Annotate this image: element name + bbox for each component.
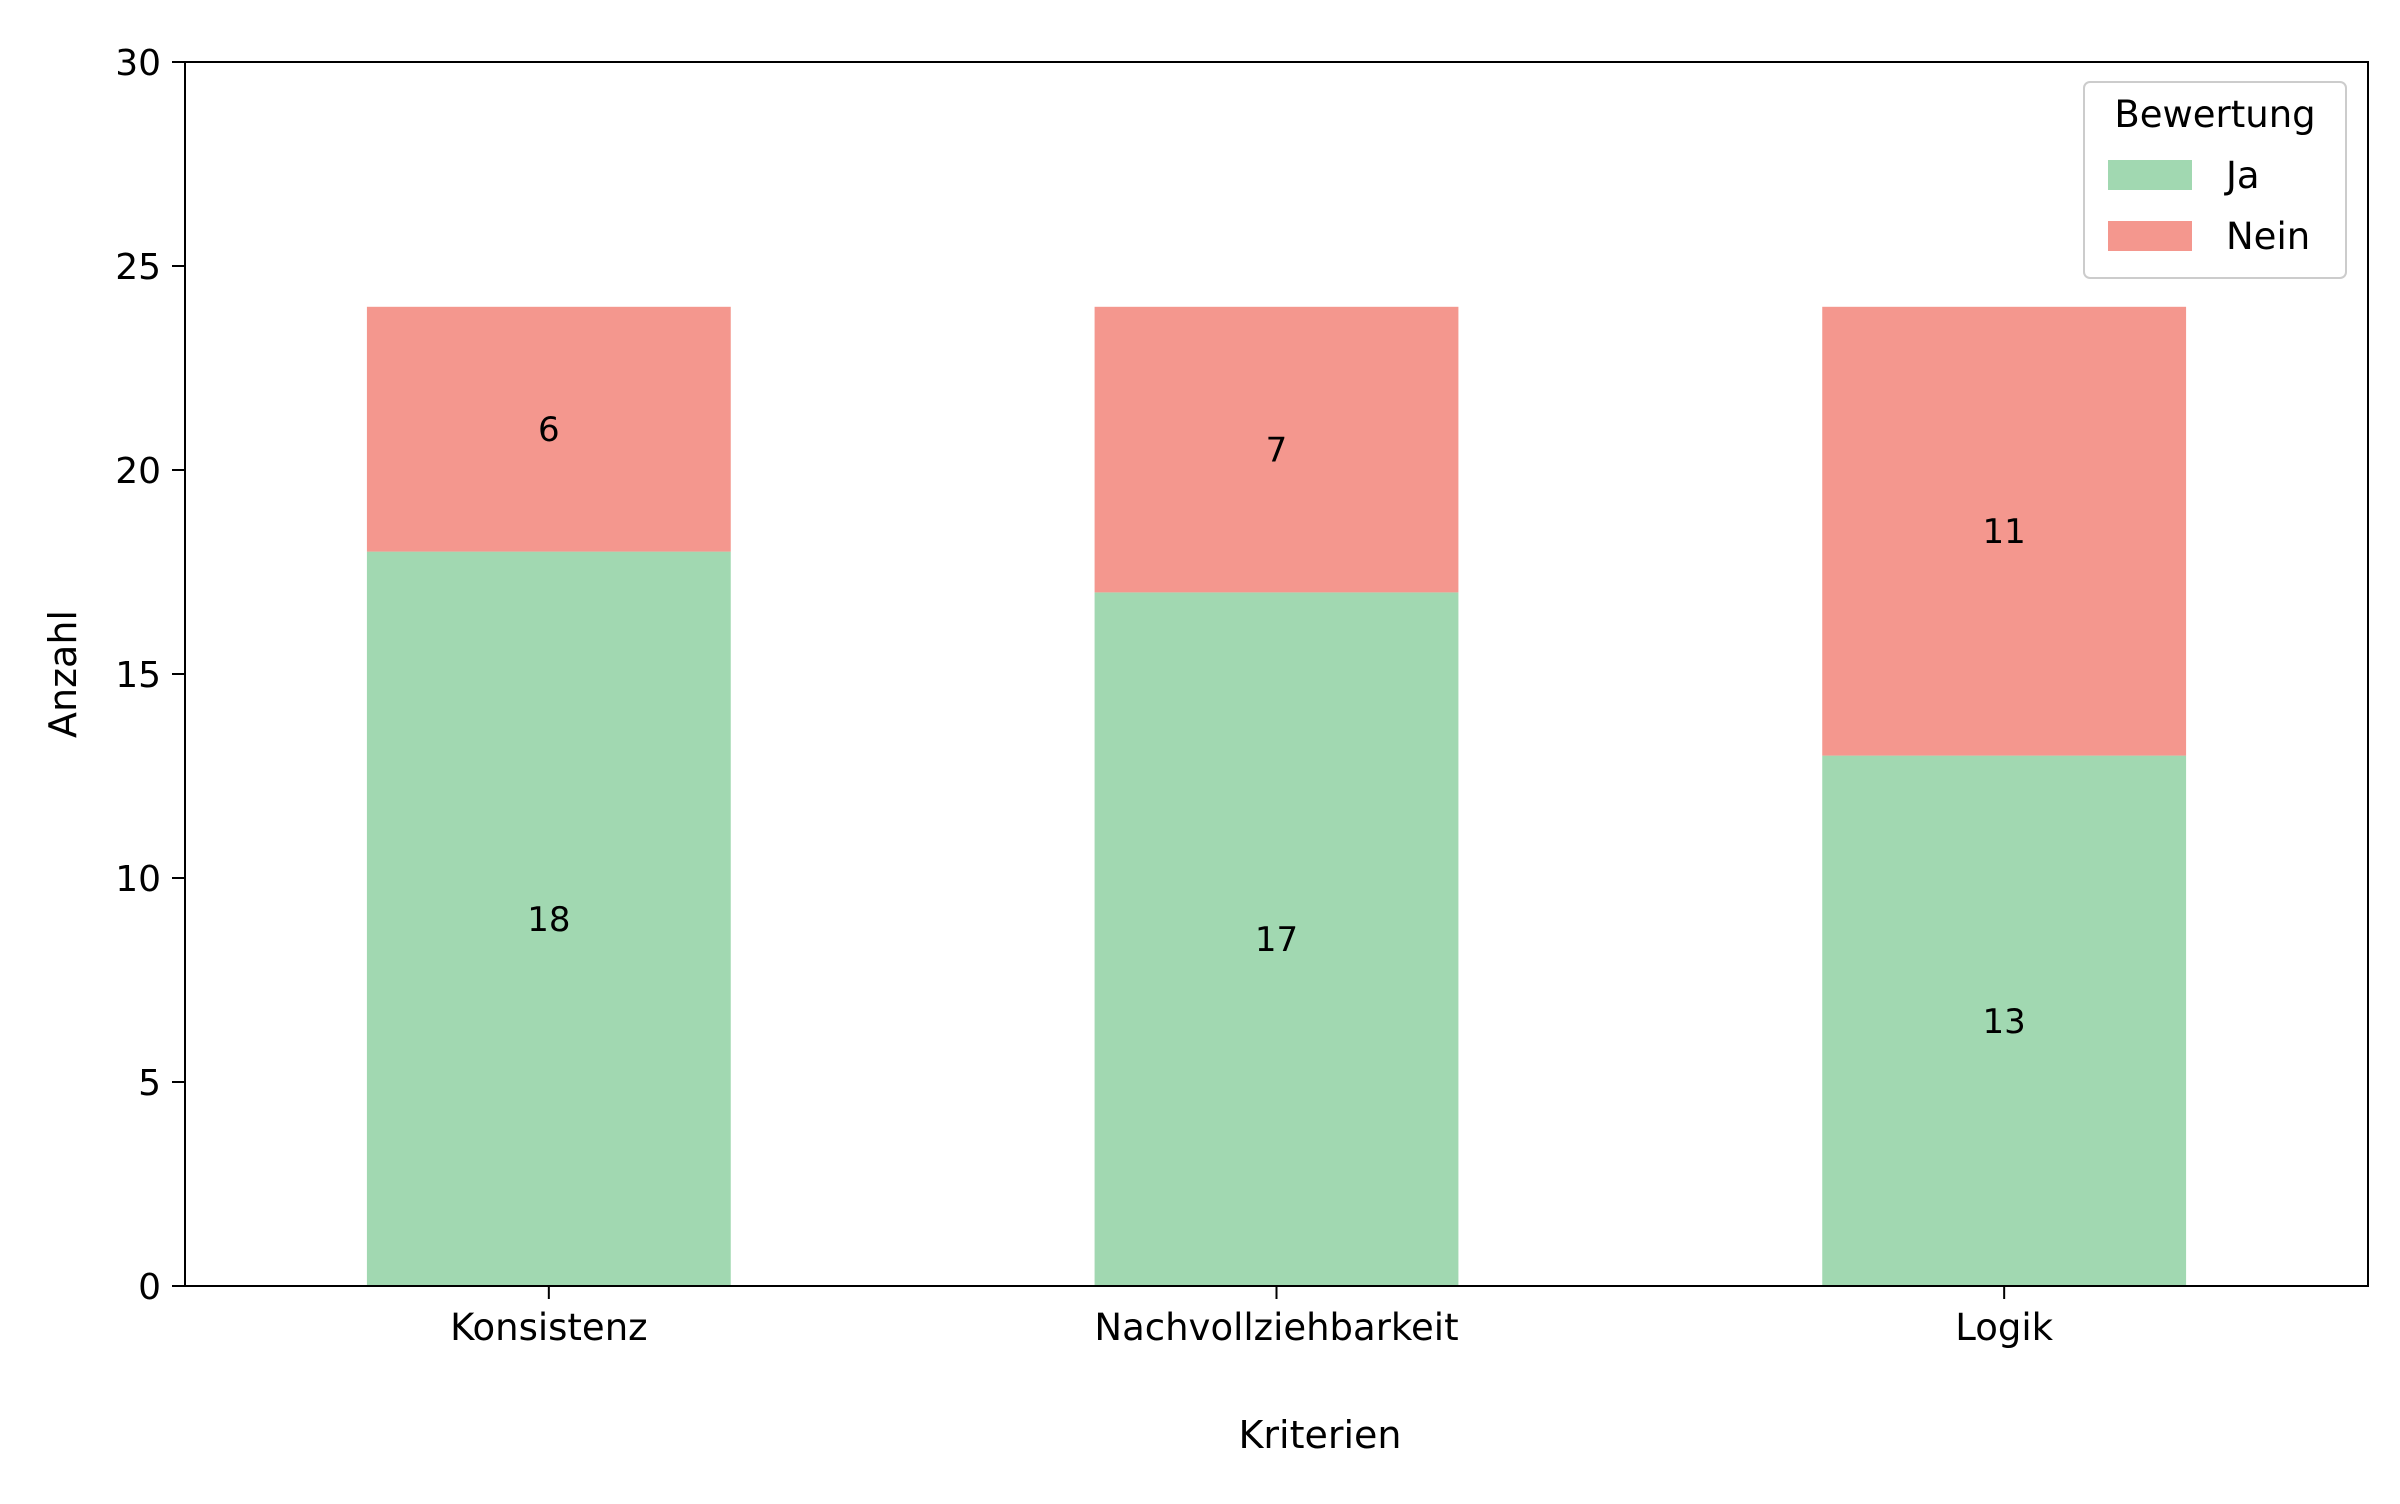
data-label-nein-konsistenz: 6 xyxy=(538,410,560,450)
x-tick-label: Konsistenz xyxy=(450,1306,647,1349)
bars-layer xyxy=(366,306,2187,1286)
y-tick-label: 20 xyxy=(115,451,161,492)
legend: Bewertung Ja Nein xyxy=(2083,81,2347,279)
y-tick-label: 15 xyxy=(115,655,161,696)
legend-swatch-ja xyxy=(2108,160,2192,190)
y-tick-label: 0 xyxy=(138,1267,161,1308)
y-axis-title: Anzahl xyxy=(41,610,85,738)
y-tick-label: 10 xyxy=(115,859,161,900)
y-tick-label: 30 xyxy=(115,43,161,84)
data-labels-layer: 18 6 17 7 13 11 xyxy=(527,410,2026,1042)
y-tick-label: 25 xyxy=(115,247,161,288)
bar-ja-nachvollziehbarkeit xyxy=(1094,592,1459,1286)
y-tick-label: 5 xyxy=(138,1063,161,1104)
bar-ja-logik xyxy=(1822,755,2187,1286)
bar-nein-konsistenz xyxy=(366,306,731,552)
x-tick-label: Nachvollziehbarkeit xyxy=(1094,1306,1458,1349)
legend-entry-ja: Ja xyxy=(2224,154,2260,197)
x-tick-label: Logik xyxy=(1955,1306,2053,1349)
bar-nein-nachvollziehbarkeit xyxy=(1094,306,1459,593)
legend-entry-nein: Nein xyxy=(2226,215,2310,258)
x-axis-title: Kriterien xyxy=(1238,1413,1401,1457)
data-label-ja-logik: 13 xyxy=(1983,1002,2026,1042)
data-label-ja-nachvollziehbarkeit: 17 xyxy=(1255,920,1298,960)
bar-ja-konsistenz xyxy=(366,551,731,1286)
axes-layer: 0 5 10 15 20 25 30 Konsistenz Nachvollziehbarkei… xyxy=(115,43,2369,1349)
data-label-nein-nachvollziehbarkeit: 7 xyxy=(1266,431,1288,471)
data-label-ja-konsistenz: 18 xyxy=(527,900,570,940)
bar-nein-logik xyxy=(1822,306,2187,756)
legend-title: Bewertung xyxy=(2114,93,2315,136)
legend-swatch-nein xyxy=(2108,221,2192,251)
data-label-nein-logik: 11 xyxy=(1983,512,2026,552)
